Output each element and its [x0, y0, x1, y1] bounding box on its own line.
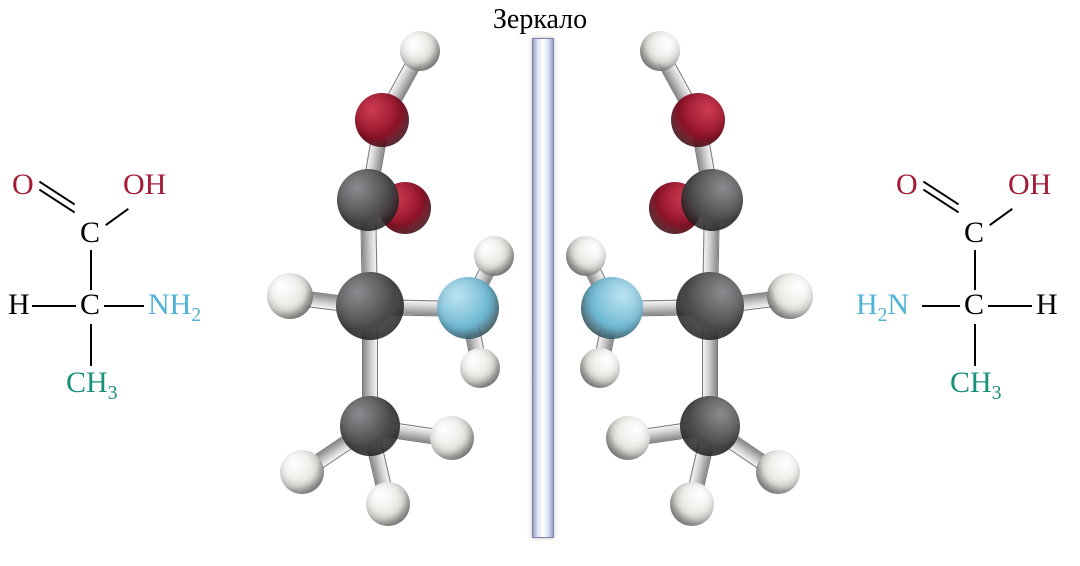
atom-C-mid: C [964, 290, 984, 320]
atom-O: O [896, 170, 918, 200]
bond-c-n [104, 305, 144, 307]
ball-stick-model-right [540, 18, 830, 548]
atom-c-sphere [676, 272, 744, 340]
bond-n-c [922, 305, 960, 307]
atom-O: O [12, 170, 34, 200]
atom-NH2-text: NH [148, 288, 191, 321]
atom-CH3-sub: 3 [992, 383, 1002, 404]
atom-CH3-text: CH [950, 366, 992, 399]
atom-h-sphere [430, 416, 474, 460]
atom-H2N-h: H [856, 288, 878, 321]
atom-h-sphere [280, 450, 324, 494]
atom-h-sphere [756, 450, 800, 494]
atom-C-top: C [80, 218, 100, 248]
atom-h-sphere [606, 416, 650, 460]
atom-OH: OH [123, 170, 166, 200]
atom-h-sphere [566, 236, 606, 276]
bond-c-c-vert2 [974, 324, 976, 366]
atom-H: H [8, 290, 30, 320]
bond-h-c [32, 305, 76, 307]
atom-NH2: NH2 [148, 290, 201, 326]
atom-n-sphere [437, 277, 499, 339]
atom-C-top: C [964, 218, 984, 248]
structural-formula-left: O OH C H C NH2 CH3 [8, 170, 238, 430]
atom-CH3: CH3 [950, 368, 1001, 404]
atom-h-sphere [400, 31, 440, 71]
atom-c-sphere [340, 396, 400, 456]
atom-H2N-sub: 2 [878, 305, 888, 326]
atom-CH3-sub: 3 [108, 383, 118, 404]
bond-c-c-vert1 [974, 250, 976, 290]
atom-CH3: CH3 [66, 368, 117, 404]
atom-H: H [1036, 290, 1058, 320]
atom-C-mid: C [80, 290, 100, 320]
atom-h-sphere [670, 482, 714, 526]
atom-h-sphere [640, 31, 680, 71]
atom-c-sphere [681, 169, 743, 231]
ball-stick-model-left [250, 18, 540, 548]
bond-c-oh [105, 208, 129, 226]
atom-c-sphere [336, 272, 404, 340]
bond-c-c-vert1 [90, 250, 92, 290]
model-stage [250, 18, 830, 548]
structural-formula-right: O OH C H2N C H CH3 [856, 170, 1080, 430]
atom-h-sphere [366, 482, 410, 526]
atom-H2N: H2N [856, 290, 909, 326]
atom-h-sphere [267, 273, 313, 319]
atom-h-sphere [767, 273, 813, 319]
atom-o-sphere [671, 93, 725, 147]
bond-c-h [988, 305, 1032, 307]
atom-n-sphere [581, 277, 643, 339]
atom-OH: OH [1008, 170, 1051, 200]
atom-h-sphere [460, 348, 500, 388]
atom-c-sphere [680, 396, 740, 456]
bond-c-c-vert2 [90, 324, 92, 366]
atom-h-sphere [474, 236, 514, 276]
atom-h-sphere [580, 348, 620, 388]
bond-c-oh [989, 208, 1013, 226]
atom-NH2-sub: 2 [191, 305, 201, 326]
atom-c-sphere [337, 169, 399, 231]
atom-CH3-text: CH [66, 366, 108, 399]
atom-H2N-n: N [887, 288, 909, 321]
atom-o-sphere [355, 93, 409, 147]
